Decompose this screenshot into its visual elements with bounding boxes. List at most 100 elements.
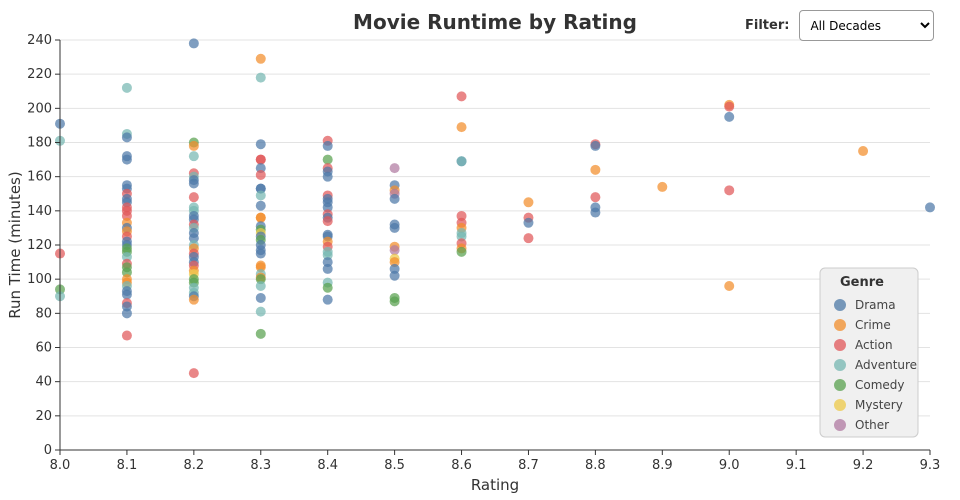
- data-point-crime: [590, 164, 601, 175]
- data-point-comedy: [255, 328, 266, 339]
- legend-label: Drama: [855, 298, 896, 312]
- data-point-drama: [389, 270, 400, 281]
- data-point-crime: [255, 212, 266, 223]
- data-point-adventure: [456, 156, 467, 167]
- data-point-drama: [322, 171, 333, 182]
- data-point-drama: [322, 140, 333, 151]
- y-tick-label: 220: [27, 67, 52, 82]
- data-point-adventure: [322, 250, 333, 261]
- x-tick-label: 9.3: [920, 458, 941, 473]
- data-point-drama: [188, 233, 199, 244]
- data-point-adventure: [188, 151, 199, 162]
- data-point-crime: [188, 294, 199, 305]
- data-point-drama: [389, 222, 400, 233]
- data-point-crime: [523, 197, 534, 208]
- decade-filter-select[interactable]: All Decades: [799, 10, 935, 41]
- data-point-crime: [255, 53, 266, 64]
- data-point-action: [456, 91, 467, 102]
- legend-title: Genre: [840, 275, 884, 290]
- data-point-drama: [724, 111, 735, 122]
- data-point-comedy: [322, 282, 333, 293]
- data-point-adventure: [456, 231, 467, 242]
- legend-label: Action: [855, 338, 893, 352]
- x-tick-label: 8.9: [652, 458, 673, 473]
- data-point-adventure: [121, 82, 132, 93]
- x-tick-label: 8.7: [518, 458, 539, 473]
- data-point-drama: [389, 263, 400, 274]
- data-point-crime: [456, 122, 467, 133]
- legend-label: Comedy: [855, 378, 905, 392]
- data-point-crime: [188, 140, 199, 151]
- legend-swatch-adventure: [834, 359, 846, 371]
- data-point-crime: [858, 146, 869, 157]
- x-tick-label: 8.8: [585, 458, 606, 473]
- legend-label: Other: [855, 418, 889, 432]
- y-tick-label: 80: [35, 306, 52, 321]
- data-point-drama: [322, 294, 333, 305]
- legend-swatch-action: [834, 339, 846, 351]
- data-point-action: [523, 233, 534, 244]
- data-point-other: [389, 163, 400, 174]
- data-point-drama: [590, 140, 601, 151]
- data-point-comedy: [255, 274, 266, 285]
- data-point-drama: [389, 193, 400, 204]
- y-tick-label: 160: [27, 170, 52, 185]
- legend-swatch-other: [834, 419, 846, 431]
- data-point-drama: [255, 183, 266, 194]
- data-point-action: [188, 192, 199, 203]
- data-point-drama: [121, 301, 132, 312]
- data-point-action: [121, 210, 132, 221]
- data-point-action: [188, 368, 199, 379]
- legend-swatch-comedy: [834, 379, 846, 391]
- legend-label: Mystery: [855, 398, 903, 412]
- data-point-comedy: [322, 154, 333, 165]
- data-point-drama: [255, 200, 266, 211]
- data-point-drama: [255, 139, 266, 150]
- data-point-drama: [188, 178, 199, 189]
- data-point-action: [590, 192, 601, 203]
- data-point-action: [724, 185, 735, 196]
- legend: Genre Drama Crime Action Adventure Comedy Mys…: [819, 267, 919, 438]
- data-point-adventure: [255, 281, 266, 291]
- x-tick-label: 8.0: [50, 458, 71, 473]
- data-point-drama: [925, 202, 935, 213]
- y-axis-label: Run Time (minutes): [6, 171, 24, 318]
- data-point-crime: [724, 281, 735, 291]
- data-point-drama: [590, 207, 601, 218]
- data-point-comedy: [121, 267, 132, 278]
- data-point-drama: [322, 257, 333, 268]
- x-tick-label: 8.3: [250, 458, 271, 473]
- data-point-other: [389, 245, 400, 256]
- y-tick-label: 40: [35, 375, 52, 390]
- data-point-drama: [121, 308, 132, 319]
- x-tick-label: 8.4: [317, 458, 338, 473]
- data-point-drama: [523, 217, 534, 228]
- data-point-action: [322, 216, 333, 227]
- data-point-drama: [322, 202, 333, 213]
- y-tick-label: 20: [35, 409, 52, 424]
- data-point-adventure: [255, 72, 266, 83]
- x-tick-label: 8.6: [451, 458, 472, 473]
- data-point-drama: [322, 263, 333, 274]
- data-point-action: [456, 210, 467, 221]
- data-point-drama: [121, 154, 132, 165]
- data-point-comedy: [456, 246, 467, 257]
- x-tick-label: 8.5: [384, 458, 405, 473]
- legend-swatch-drama: [834, 299, 846, 311]
- data-point-action: [255, 154, 266, 165]
- data-point-drama: [255, 248, 266, 259]
- legend-swatch-crime: [834, 319, 846, 331]
- y-tick-label: 180: [27, 136, 52, 151]
- data-point-adventure: [255, 190, 266, 201]
- filter-control: Filter: All Decades: [745, 10, 935, 41]
- data-point-drama: [255, 292, 266, 303]
- data-point-action: [255, 169, 266, 180]
- x-tick-label: 9.0: [719, 458, 740, 473]
- data-point-crime: [389, 257, 400, 268]
- data-point-drama: [121, 289, 132, 300]
- x-tick-label: 9.2: [853, 458, 874, 473]
- chart-title: Movie Runtime by Rating: [353, 10, 637, 34]
- y-tick-label: 0: [44, 443, 52, 458]
